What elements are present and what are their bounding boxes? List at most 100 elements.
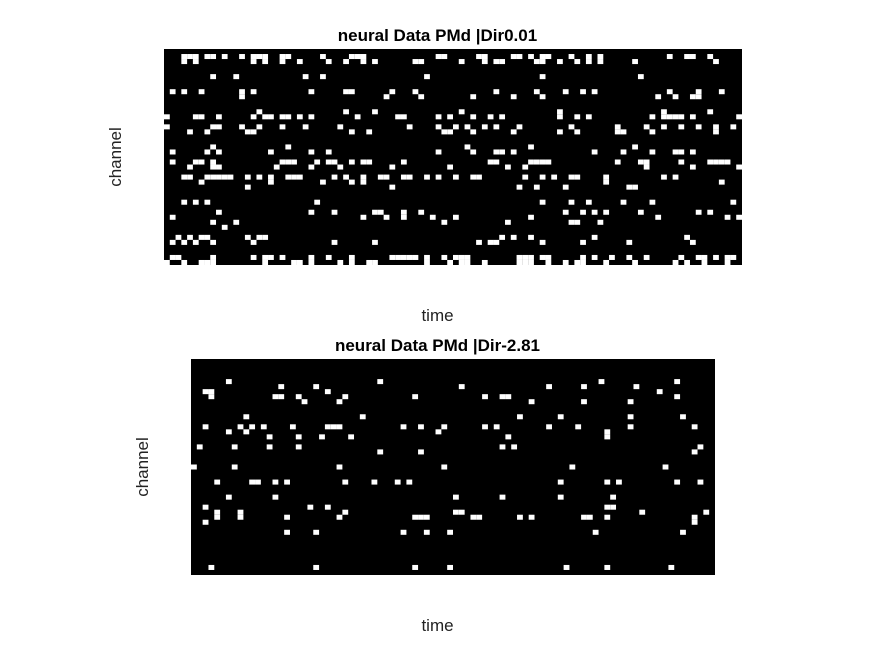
spike-cell: [563, 210, 569, 215]
spike-cell: [621, 129, 627, 134]
spike-cell: [447, 129, 453, 134]
subplot-1-raster: [164, 49, 742, 265]
spike-cell: [545, 160, 551, 165]
spike-cell: [511, 94, 517, 99]
spike-cell: [170, 255, 176, 260]
spike-cell: [453, 175, 459, 180]
spike-cell: [580, 255, 586, 260]
spike-cell: [199, 180, 205, 185]
subplot-1-ylabel: channel: [106, 127, 126, 187]
spike-cell: [558, 495, 564, 500]
spike-cell: [644, 160, 650, 165]
spike-cell: [505, 165, 511, 170]
spike-cell: [470, 94, 476, 99]
spike-cell: [378, 175, 384, 180]
spike-cell: [251, 240, 257, 245]
spike-cell: [355, 114, 361, 119]
spike-cell: [581, 399, 587, 404]
spike-cell: [592, 235, 598, 240]
spike-cell: [453, 510, 459, 515]
spike-cell: [424, 255, 430, 260]
spike-cell: [181, 260, 187, 265]
spike-cell: [603, 260, 609, 265]
spike-cell: [459, 59, 465, 64]
spike-cell: [210, 260, 216, 265]
spike-cell: [522, 260, 528, 265]
spike-cell: [441, 464, 447, 469]
subplot-2-xlabel: time: [0, 616, 875, 636]
spike-cell: [349, 160, 355, 165]
spike-cell: [348, 434, 354, 439]
spike-cell: [291, 260, 297, 265]
spike-cell: [459, 109, 465, 114]
spike-cell: [529, 399, 535, 404]
spike-cell: [214, 480, 220, 485]
spike-cell: [644, 124, 650, 129]
spike-cell: [320, 180, 326, 185]
spike-cell: [494, 424, 500, 429]
spike-cell: [256, 109, 262, 114]
spike-cell: [222, 175, 228, 180]
spike-cell: [273, 480, 279, 485]
spike-cell: [667, 89, 673, 94]
spike-cell: [569, 220, 575, 225]
spike-cell: [164, 260, 170, 265]
spike-cell: [436, 429, 442, 434]
spike-cell: [698, 480, 704, 485]
spike-cell: [702, 255, 708, 260]
spike-cell: [575, 424, 581, 429]
spike-cell: [418, 210, 424, 215]
spike-cell: [696, 124, 702, 129]
spike-cell: [482, 59, 488, 64]
spike-cell: [610, 495, 616, 500]
spike-cell: [696, 210, 702, 215]
spike-cell: [210, 54, 216, 59]
spike-cell: [453, 215, 459, 220]
spike-cell: [626, 185, 632, 190]
spike-cell: [517, 124, 523, 129]
spike-cell: [545, 255, 551, 260]
spike-cell: [668, 565, 674, 570]
spike-cell: [412, 565, 418, 570]
spike-cell: [540, 74, 546, 79]
spike-cell: [343, 59, 349, 64]
spike-cell: [204, 260, 210, 265]
spike-cell: [193, 54, 199, 59]
spike-cell: [692, 424, 698, 429]
spike-cell: [193, 59, 199, 64]
spike-cell: [216, 149, 222, 154]
spike-cell: [268, 149, 274, 154]
spike-cell: [309, 260, 315, 265]
spike-cell: [424, 530, 430, 535]
spike-cell: [361, 160, 367, 165]
spike-cell: [736, 165, 742, 170]
spike-cell: [164, 114, 170, 119]
spike-cell: [574, 129, 580, 134]
spike-cell: [239, 94, 245, 99]
spike-cell: [243, 429, 249, 434]
spike-cell: [459, 510, 465, 515]
spike-cell: [557, 59, 563, 64]
spike-cell: [355, 54, 361, 59]
spike-cell: [332, 240, 338, 245]
spike-cell: [389, 89, 395, 94]
spike-cell: [208, 389, 214, 394]
spike-cell: [604, 429, 610, 434]
spike-cell: [540, 54, 546, 59]
spike-cell: [372, 59, 378, 64]
spike-cell: [285, 175, 291, 180]
spike-cell: [528, 215, 534, 220]
spike-cell: [372, 109, 378, 114]
spike-cell: [251, 129, 257, 134]
spike-cell: [372, 210, 378, 215]
spike-cell: [262, 255, 268, 260]
spike-cell: [296, 434, 302, 439]
spike-cell: [232, 444, 238, 449]
spike-cell: [632, 260, 638, 265]
spike-cell: [690, 149, 696, 154]
spike-cell: [639, 510, 645, 515]
spike-cell: [210, 175, 216, 180]
spike-cell: [569, 464, 575, 469]
spike-cell: [413, 255, 419, 260]
spike-cell: [558, 414, 564, 419]
